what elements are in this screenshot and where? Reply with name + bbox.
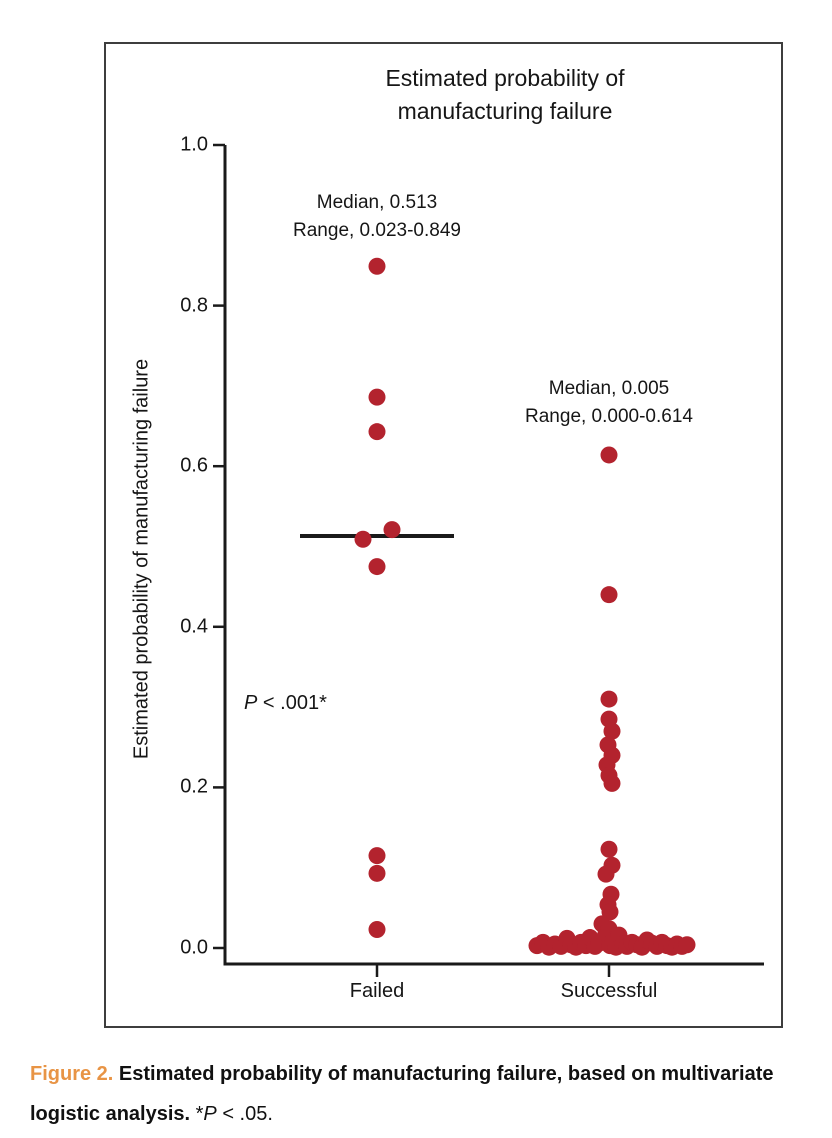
- caption-note-threshold: < .05.: [216, 1103, 273, 1125]
- p-value-text: < .001*: [257, 692, 327, 714]
- data-point: [368, 423, 386, 441]
- data-point: [383, 521, 401, 539]
- caption-note-star: *: [195, 1103, 204, 1125]
- data-point: [600, 586, 618, 604]
- figure-caption-bold-text: Estimated probability of manufacturing f…: [30, 1063, 774, 1125]
- data-point: [368, 847, 386, 865]
- figure-panel: Estimated probability of manufacturing f…: [104, 42, 783, 1028]
- failed-median-text: Median, 0.513: [316, 192, 438, 213]
- data-point: [600, 446, 618, 464]
- data-point: [354, 530, 372, 548]
- figure-caption-note: *P < .05.: [196, 1103, 273, 1125]
- data-point: [368, 864, 386, 882]
- data-point: [603, 774, 621, 792]
- y-tick-label: 0.0: [180, 936, 208, 959]
- data-point: [368, 388, 386, 406]
- p-value-annotation: P < .001*: [244, 692, 327, 715]
- data-point: [600, 690, 618, 708]
- y-tick-label: 0.6: [180, 454, 208, 477]
- data-point: [597, 865, 615, 883]
- chart-canvas: [213, 143, 764, 977]
- p-value-symbol: P: [244, 692, 258, 714]
- successful-range-text: Range, 0.000-0.614: [525, 406, 693, 427]
- data-point: [368, 257, 386, 275]
- chart-title: Estimated probability of manufacturing f…: [225, 62, 785, 128]
- failed-range-text: Range, 0.023-0.849: [293, 220, 461, 241]
- data-point: [368, 921, 386, 939]
- data-point: [603, 722, 621, 740]
- successful-median-text: Median, 0.005: [548, 378, 670, 399]
- y-tick-label: 1.0: [180, 133, 208, 156]
- x-tick-label-failed: Failed: [349, 980, 405, 1002]
- x-tick-label-successful: Successful: [560, 980, 658, 1002]
- successful-group-annotation: Median, 0.005 Range, 0.000-0.614: [459, 375, 759, 431]
- data-point: [678, 936, 696, 954]
- y-tick-label: 0.4: [180, 615, 208, 638]
- caption-note-p-symbol: P: [203, 1103, 217, 1125]
- chart-title-line2: manufacturing failure: [397, 98, 613, 124]
- y-axis-label: Estimated probability of manufacturing f…: [130, 358, 153, 760]
- figure-caption-label: Figure 2.: [30, 1063, 114, 1085]
- failed-group-annotation: Median, 0.513 Range, 0.023-0.849: [227, 189, 527, 245]
- y-tick-label: 0.8: [180, 294, 208, 317]
- y-tick-label: 0.2: [180, 775, 208, 798]
- data-point: [600, 840, 618, 858]
- data-point: [368, 558, 386, 576]
- data-point: [601, 903, 619, 921]
- figure-caption: Figure 2. Estimated probability of manuf…: [30, 1054, 805, 1134]
- chart-title-line1: Estimated probability of: [385, 65, 625, 91]
